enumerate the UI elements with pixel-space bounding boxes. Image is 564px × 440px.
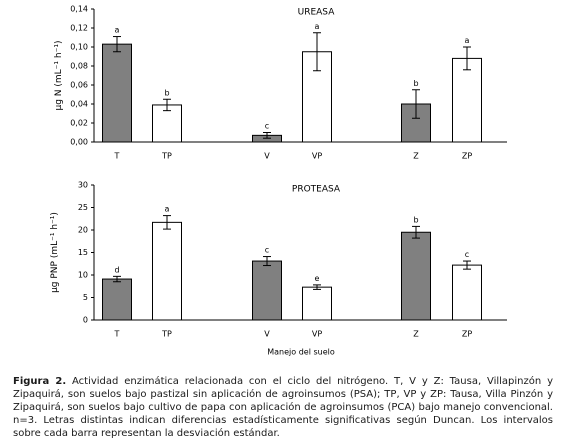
caption-text: Actividad enzimática relacionada con el …: [13, 376, 553, 439]
y-tick-label: 0,02: [70, 119, 88, 128]
y-tick-label: 0,04: [70, 100, 88, 109]
y-tick-label: 0,00: [70, 138, 88, 147]
x-tick-label: V: [264, 330, 270, 339]
significance-letter: c: [465, 250, 469, 259]
significance-letter: c: [265, 122, 269, 131]
significance-letter: a: [315, 22, 320, 31]
ureasa-chart: UREASA µg N (mL⁻¹ h⁻¹) 0,00 0,02 0,04 0,06 0,0…: [54, 5, 507, 161]
y-tick-label: 30: [78, 181, 88, 190]
significance-letter: c: [265, 246, 269, 255]
y-tick-label: 0,12: [70, 24, 88, 33]
x-tick-label: TP: [161, 330, 172, 339]
bar-TP: [152, 221, 182, 321]
x-tick-label: VP: [312, 330, 322, 339]
y-tick-label: 0,14: [70, 5, 88, 14]
y-tick-label: 5: [83, 293, 88, 302]
y-axis-label: µg PNP (mL⁻¹ h⁻¹): [50, 212, 60, 293]
y-tick-label: 25: [78, 203, 88, 212]
figure-caption: Figura 2. Actividad enzimática relaciona…: [13, 375, 553, 440]
y-tick-label: 0,10: [70, 43, 88, 52]
chart-title: UREASA: [298, 8, 336, 18]
significance-letter: d: [114, 265, 119, 274]
x-tick-label: ZP: [462, 152, 472, 161]
x-tick-label: Z: [413, 330, 419, 339]
bar-ZP: [452, 264, 482, 321]
bar-V: [252, 260, 282, 321]
y-tick-label: 0,06: [70, 81, 88, 90]
y-tick-label: 0,08: [70, 62, 88, 71]
y-tick-label: 15: [78, 248, 88, 257]
bar-Z: [401, 231, 431, 321]
bar-TP: [152, 104, 182, 143]
proteasa-chart: PROTEASA µg PNP (mL⁻¹ h⁻¹) 0 5 10 15 20 25 30 d Ta…: [50, 181, 507, 357]
caption-label: Figura 2.: [13, 376, 67, 387]
x-tick-label: T: [114, 330, 120, 339]
x-axis-label: Manejo del suelo: [267, 348, 335, 357]
bar-VP: [302, 286, 332, 321]
y-tick-label: 0: [83, 316, 88, 325]
y-axis-label: µg N (mL⁻¹ h⁻¹): [54, 41, 64, 111]
significance-letter: b: [413, 215, 418, 224]
x-tick-label: VP: [312, 152, 322, 161]
bar-T: [102, 278, 132, 321]
y-tick-label: 10: [78, 271, 88, 280]
significance-letter: b: [413, 79, 418, 88]
x-tick-label: ZP: [462, 330, 472, 339]
chart-title: PROTEASA: [292, 185, 341, 195]
x-tick-label: V: [264, 152, 270, 161]
y-tick-label: 20: [78, 226, 88, 235]
x-tick-label: T: [114, 152, 120, 161]
bar-T: [102, 43, 132, 143]
significance-letter: e: [315, 274, 320, 283]
x-tick-label: Z: [413, 152, 419, 161]
x-tick-label: TP: [161, 152, 172, 161]
significance-letter: b: [164, 88, 169, 97]
significance-letter: a: [115, 26, 120, 35]
significance-letter: a: [165, 205, 170, 214]
significance-letter: a: [465, 36, 470, 45]
bar-ZP: [452, 57, 482, 143]
